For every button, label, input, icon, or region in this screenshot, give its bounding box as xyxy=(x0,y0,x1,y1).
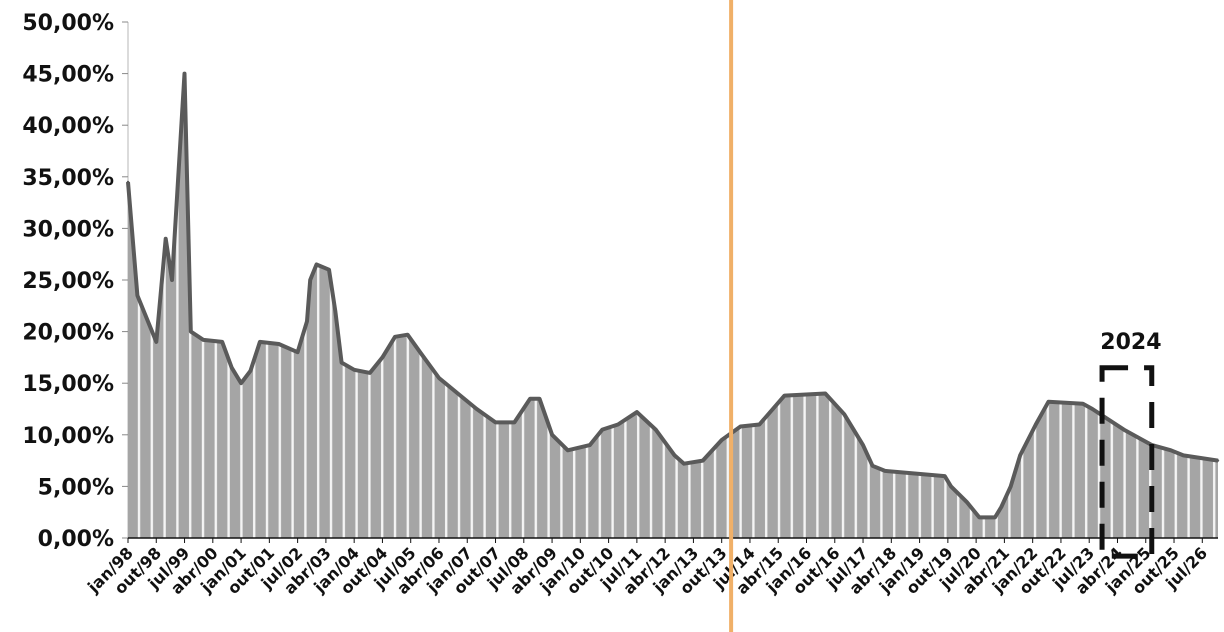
data-point xyxy=(682,462,686,465)
data-point xyxy=(566,449,569,452)
data-point xyxy=(170,278,174,282)
plot-area xyxy=(126,71,1220,538)
data-point xyxy=(353,368,356,371)
data-point xyxy=(701,459,704,462)
data-point xyxy=(993,516,997,519)
data-point xyxy=(277,342,280,346)
y-axis: 0,00% 5,00% 10,00% 15,00% 20,00% 25,00% 30,00%… xyxy=(22,11,129,552)
data-point xyxy=(136,294,139,297)
data-point xyxy=(437,376,441,380)
data-point xyxy=(1009,485,1012,488)
data-point xyxy=(513,421,516,424)
data-point xyxy=(673,454,676,457)
data-point xyxy=(296,351,299,354)
data-point xyxy=(739,425,742,428)
y-tick-label: 15,00% xyxy=(22,372,114,397)
data-point xyxy=(381,356,384,359)
data-point xyxy=(189,330,192,333)
data-point xyxy=(456,392,459,395)
y-tick-label: 25,00% xyxy=(22,269,114,294)
data-point xyxy=(1091,407,1094,411)
data-point xyxy=(1182,454,1185,457)
data-point xyxy=(221,340,224,344)
data-point xyxy=(654,428,657,431)
y-tick-label: 5,00% xyxy=(38,475,114,500)
data-point xyxy=(783,394,786,397)
data-point xyxy=(126,180,130,184)
y-tick-label: 40,00% xyxy=(22,114,114,139)
data-point xyxy=(1081,402,1085,405)
data-point xyxy=(327,268,331,271)
data-point xyxy=(475,407,478,411)
data-point xyxy=(305,320,309,323)
annotation-label-2024: 2024 xyxy=(1100,330,1161,355)
data-point xyxy=(1216,459,1220,462)
data-point xyxy=(1141,438,1144,442)
data-point xyxy=(635,410,639,414)
data-point xyxy=(239,382,243,385)
data-point xyxy=(861,443,865,447)
x-axis: jan/98out/98jul/99abr/00jan/01out/01jul/… xyxy=(83,537,1218,598)
data-point xyxy=(843,413,846,416)
data-point xyxy=(1018,454,1022,457)
data-point xyxy=(1034,423,1038,426)
data-point xyxy=(883,469,887,473)
data-point xyxy=(538,397,541,400)
data-point xyxy=(164,237,167,240)
data-point xyxy=(1169,449,1173,452)
data-point xyxy=(406,333,409,336)
series-area xyxy=(128,73,1218,538)
data-point xyxy=(418,351,422,354)
data-point xyxy=(340,361,343,364)
data-point xyxy=(315,263,318,266)
data-point xyxy=(824,392,827,395)
data-point xyxy=(1122,428,1126,431)
data-point xyxy=(616,423,620,426)
data-point xyxy=(978,516,981,519)
y-tick-label: 10,00% xyxy=(22,424,114,449)
data-point xyxy=(965,500,968,504)
data-point xyxy=(309,278,312,282)
data-point xyxy=(249,369,252,372)
data-point xyxy=(258,340,262,344)
data-point xyxy=(494,421,497,424)
y-tick-label: 20,00% xyxy=(22,321,114,346)
data-point xyxy=(368,371,372,375)
data-point xyxy=(528,397,532,400)
data-point xyxy=(550,433,554,436)
data-point xyxy=(202,338,205,342)
highlight-box-2024 xyxy=(1099,365,1155,559)
data-point xyxy=(393,335,397,338)
y-tick-label: 30,00% xyxy=(22,217,114,242)
data-point xyxy=(871,464,874,467)
y-tick-label: 35,00% xyxy=(22,166,114,191)
data-point xyxy=(949,485,953,488)
y-tick-label: 0,00% xyxy=(38,527,114,552)
data-point xyxy=(230,366,233,369)
data-point xyxy=(720,438,723,442)
data-point xyxy=(334,309,337,313)
data-point xyxy=(1047,400,1050,403)
data-point xyxy=(1000,505,1003,509)
y-tick-label: 45,00% xyxy=(22,63,114,88)
data-point xyxy=(758,423,761,426)
data-point xyxy=(601,428,604,431)
data-point xyxy=(1106,418,1110,421)
annotations: 2024 xyxy=(729,0,1162,632)
y-tick-label: 50,00% xyxy=(22,11,114,36)
data-point xyxy=(155,340,158,344)
data-point xyxy=(943,474,946,478)
data-point xyxy=(588,443,591,447)
series-line xyxy=(126,71,1219,520)
data-point xyxy=(183,72,186,75)
